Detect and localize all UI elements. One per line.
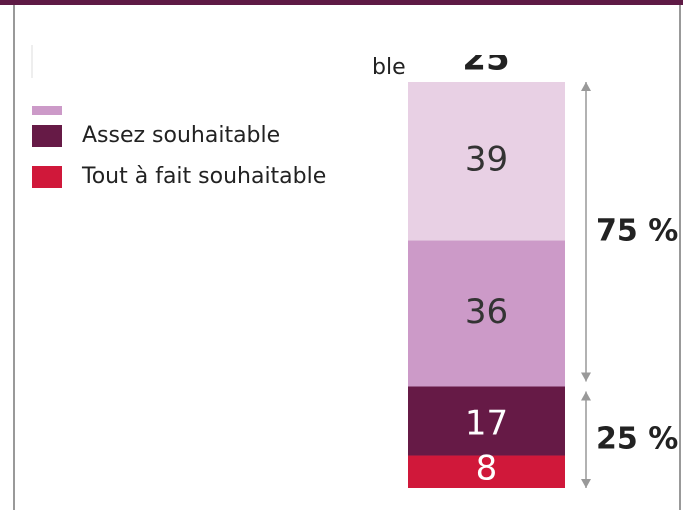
bar-segment — [408, 386, 565, 456]
segment-label: 36 — [465, 292, 508, 332]
clip-overlay — [16, 5, 356, 106]
legend-label: Assez souhaitable — [82, 123, 280, 148]
bracket-label: 75 % — [596, 213, 678, 248]
legend-swatch — [32, 166, 62, 188]
legend-swatch — [32, 106, 62, 115]
legend-label: Tout à fait souhaitable — [81, 164, 326, 189]
top-border — [0, 0, 683, 5]
segment-label: 8 — [476, 448, 498, 488]
bracket-label: 25 % — [596, 421, 678, 456]
legend-swatch — [32, 125, 62, 147]
legend-label: ble — [372, 55, 406, 80]
bar-segment — [408, 82, 565, 241]
bar-segment — [408, 240, 565, 387]
segment-label: 17 — [465, 404, 508, 444]
segment-label: 39 — [465, 140, 508, 180]
clip-overlay — [440, 5, 540, 55]
bar-segment — [408, 455, 565, 488]
